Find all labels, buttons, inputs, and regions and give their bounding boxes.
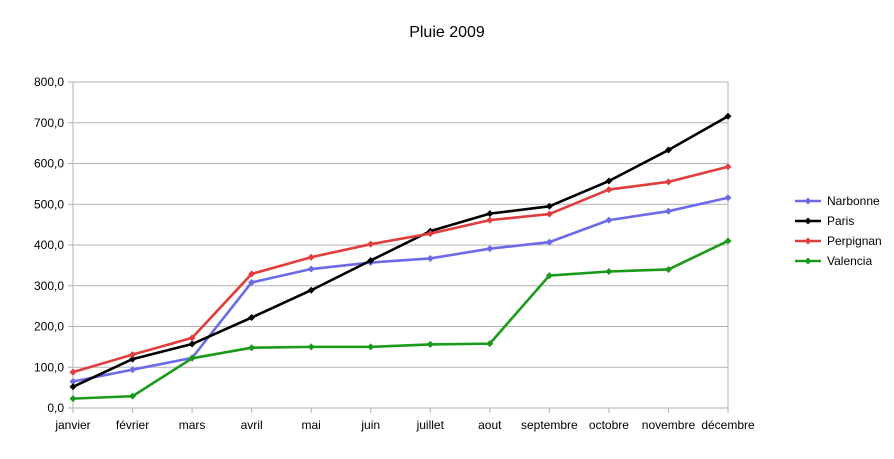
data-point bbox=[129, 355, 137, 363]
legend-item-valencia: Valencia bbox=[795, 254, 872, 268]
data-point bbox=[367, 256, 375, 264]
data-point bbox=[248, 344, 256, 352]
x-tick-label: février bbox=[116, 418, 149, 432]
data-point bbox=[605, 177, 613, 185]
x-tick-label: novembre bbox=[642, 418, 696, 432]
x-tick-label: septembre bbox=[521, 418, 578, 432]
legend-label: Narbonne bbox=[827, 194, 880, 208]
data-point bbox=[129, 351, 137, 359]
y-tick-label: 500,0 bbox=[34, 197, 64, 211]
x-tick-label: mai bbox=[302, 418, 321, 432]
data-point bbox=[188, 334, 196, 342]
plot-area-border bbox=[72, 81, 729, 409]
data-point bbox=[69, 378, 77, 386]
series-line bbox=[72, 196, 729, 383]
data-point bbox=[367, 343, 375, 351]
data-point bbox=[545, 272, 553, 280]
series-line bbox=[72, 115, 729, 388]
data-point bbox=[545, 202, 553, 210]
x-tick-labels: janvier février mars avril mai juin juillet aou… bbox=[54, 418, 755, 432]
data-point bbox=[486, 216, 494, 224]
x-tick-label: mars bbox=[179, 418, 206, 432]
data-point bbox=[426, 340, 434, 348]
data-point bbox=[724, 194, 732, 202]
series-perpignan bbox=[69, 163, 732, 376]
data-point bbox=[307, 286, 315, 294]
legend-item-paris: Paris bbox=[795, 214, 854, 228]
x-tick-label: aout bbox=[478, 418, 502, 432]
data-point bbox=[605, 216, 613, 224]
legend-label: Valencia bbox=[827, 254, 872, 268]
data-point bbox=[367, 240, 375, 248]
legend-label: Paris bbox=[827, 214, 854, 228]
data-point bbox=[664, 178, 672, 186]
data-point bbox=[307, 253, 315, 261]
series-line bbox=[72, 165, 729, 374]
y-tick-label: 100,0 bbox=[34, 360, 64, 374]
legend-item-narbonne: Narbonne bbox=[795, 194, 880, 208]
y-tick-label: 600,0 bbox=[34, 157, 64, 171]
x-tick-label: juin bbox=[360, 418, 380, 432]
data-point bbox=[724, 112, 732, 120]
data-point bbox=[545, 210, 553, 218]
y-tick-label: 200,0 bbox=[34, 320, 64, 334]
data-point bbox=[486, 245, 494, 253]
y-tick-label: 300,0 bbox=[34, 279, 64, 293]
y-tick-label: 700,0 bbox=[34, 116, 64, 130]
data-point bbox=[664, 146, 672, 154]
data-point bbox=[248, 270, 256, 278]
data-point bbox=[724, 237, 732, 245]
data-point bbox=[307, 343, 315, 351]
data-point bbox=[69, 368, 77, 376]
axes bbox=[68, 81, 729, 413]
series-line bbox=[72, 239, 729, 400]
data-point bbox=[307, 265, 315, 273]
series-paris bbox=[69, 112, 732, 391]
y-tick-labels: 0,0 100,0 200,0 300,0 400,0 500,0 600,0 700,0 80… bbox=[34, 75, 64, 415]
data-point bbox=[664, 207, 672, 215]
legend: Narbonne Paris Perpignan Valencia bbox=[795, 194, 882, 268]
data-point bbox=[605, 267, 613, 275]
legend-item-perpignan: Perpignan bbox=[795, 234, 882, 248]
series-lines bbox=[69, 112, 732, 403]
data-point bbox=[426, 230, 434, 238]
data-point bbox=[605, 186, 613, 194]
series-narbonne bbox=[69, 194, 732, 386]
chart-title: Pluie 2009 bbox=[409, 24, 485, 41]
x-tick-label: décembre bbox=[701, 418, 755, 432]
data-point bbox=[545, 238, 553, 246]
y-tick-label: 0,0 bbox=[47, 401, 64, 415]
legend-swatch-marker bbox=[804, 257, 812, 265]
x-tick-label: octobre bbox=[589, 418, 629, 432]
x-tick-label: juillet bbox=[416, 418, 445, 432]
data-point bbox=[486, 210, 494, 218]
series-valencia bbox=[69, 237, 732, 403]
data-point bbox=[188, 340, 196, 348]
y-tick-label: 800,0 bbox=[34, 75, 64, 89]
x-tick-label: avril bbox=[241, 418, 263, 432]
data-point bbox=[188, 354, 196, 362]
data-point bbox=[129, 392, 137, 400]
data-point bbox=[724, 163, 732, 171]
data-point bbox=[486, 340, 494, 348]
data-point bbox=[69, 383, 77, 391]
data-point bbox=[248, 278, 256, 286]
y-tick-label: 400,0 bbox=[34, 238, 64, 252]
legend-swatch-marker bbox=[804, 237, 812, 245]
data-point bbox=[426, 254, 434, 262]
legend-label: Perpignan bbox=[827, 234, 882, 248]
data-point bbox=[129, 366, 137, 374]
x-tick-label: janvier bbox=[54, 418, 90, 432]
data-point bbox=[248, 314, 256, 322]
legend-swatch-marker bbox=[804, 217, 812, 225]
legend-swatch-marker bbox=[804, 197, 812, 205]
data-point bbox=[69, 395, 77, 403]
data-point bbox=[664, 265, 672, 273]
